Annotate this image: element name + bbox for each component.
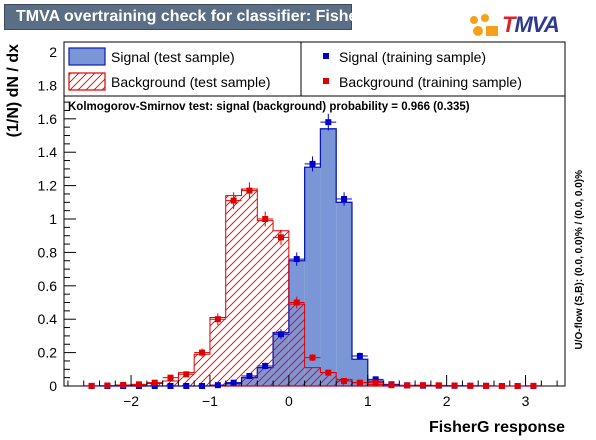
background-test-bar	[209, 317, 226, 386]
background-training-point	[257, 211, 274, 227]
signal-training-point	[241, 372, 258, 379]
y-tick-label: 1.2	[38, 178, 58, 194]
background-training-point	[241, 182, 258, 199]
background-test-bar	[241, 188, 258, 386]
background-test-bar	[257, 220, 274, 386]
signal-test-bar	[336, 202, 352, 386]
x-tick-label: 2	[443, 393, 451, 409]
y-tick-label: 0	[49, 378, 57, 394]
signal-training-point	[273, 329, 289, 340]
logo-dots-icon	[470, 14, 498, 36]
signal-training-point	[288, 252, 305, 266]
signal-training-point	[257, 362, 274, 370]
background-training-point	[178, 371, 195, 378]
background-training-point	[367, 379, 384, 386]
y-tick-label: 0.2	[38, 345, 58, 361]
background-training-point	[509, 383, 526, 389]
legend-swatch-background-test	[68, 72, 106, 91]
legend-label-signal-test: Signal (test sample)	[111, 49, 235, 65]
background-test-bar	[178, 372, 195, 386]
legend-label-background-test: Background (test sample)	[111, 74, 271, 90]
background-training-point	[493, 383, 510, 389]
background-training-point	[430, 382, 447, 389]
tmva-logo: TMVA	[466, 8, 566, 42]
background-training-point	[288, 296, 305, 309]
x-tick-label: 3	[522, 393, 530, 409]
background-test-bar	[273, 230, 289, 386]
y-tick-label: 1.4	[38, 144, 58, 160]
overflow-label: U/O-flow (S,B): (0.0, 0.0)% / (0.0, 0.0)…	[574, 170, 585, 350]
background-test-histogram	[83, 188, 542, 387]
background-training-point	[304, 354, 321, 361]
y-tick-label: 0.6	[38, 278, 58, 294]
legend-label-signal-training: Signal (training sample)	[339, 49, 486, 65]
y-tick-label: 2	[49, 44, 57, 60]
background-test-bar	[225, 195, 242, 386]
y-axis-label: (1/N) dN / dx	[5, 44, 22, 137]
background-training-point	[146, 379, 163, 386]
background-training-point	[462, 382, 479, 389]
logo-text: TMVA	[502, 12, 560, 37]
chart-title: TMVA overtraining check for classifier: …	[16, 8, 377, 25]
signal-training-point	[336, 192, 352, 206]
legend-marker-background-training	[323, 78, 329, 84]
x-axis-label: FisherG response	[429, 419, 565, 436]
background-training-point	[336, 377, 352, 384]
legend-label-background-training: Background (training sample)	[339, 74, 522, 90]
background-training-point	[525, 382, 542, 389]
y-tick-label: 0.4	[38, 311, 58, 327]
background-training-point	[383, 382, 400, 389]
background-training-point	[478, 382, 494, 389]
signal-test-bar	[320, 128, 337, 386]
background-training-point	[415, 382, 431, 389]
y-tick-label: 1.6	[38, 111, 58, 127]
background-training-point	[162, 374, 179, 381]
background-test-bar	[288, 304, 305, 386]
background-test-bar	[304, 367, 321, 386]
legend: Signal (test sample) Background (test sa…	[63, 41, 566, 97]
signal-training-point	[146, 383, 163, 389]
signal-test-bar	[304, 167, 321, 386]
x-tick-label: 1	[364, 393, 372, 409]
background-training-points	[83, 182, 542, 389]
legend-swatch-signal-test	[68, 47, 106, 66]
background-training-point	[351, 379, 368, 386]
signal-training-point	[178, 383, 195, 389]
background-training-point	[320, 369, 337, 376]
background-training-point	[99, 382, 116, 389]
background-training-point	[399, 382, 416, 389]
background-training-point	[209, 313, 226, 326]
signal-training-point	[304, 156, 321, 172]
background-test-bar	[320, 372, 337, 386]
x-axis: −2 −1 0 1 2 3	[67, 375, 558, 409]
signal-training-point	[209, 382, 226, 389]
signal-training-point	[225, 379, 242, 386]
legend-box-right	[300, 41, 566, 97]
background-training-point	[83, 382, 100, 389]
background-training-point	[115, 381, 132, 388]
signal-training-point	[320, 113, 337, 131]
ks-test-label: Kolmogorov-Smirnov test: signal (backgro…	[68, 101, 470, 113]
signal-training-point	[162, 383, 179, 389]
x-tick-label: −1	[202, 393, 218, 409]
x-tick-label: 0	[285, 393, 293, 409]
legend-marker-signal-training	[323, 53, 329, 59]
y-tick-label: 0.8	[38, 244, 58, 260]
background-training-point	[273, 229, 289, 245]
y-tick-label: 1	[49, 211, 57, 227]
signal-test-bar	[351, 359, 368, 386]
signal-training-point	[351, 352, 368, 360]
title-bar: TMVA overtraining check for classifier: …	[4, 4, 376, 30]
background-training-point	[225, 192, 242, 209]
background-training-point	[131, 381, 147, 388]
background-test-bar	[194, 354, 210, 386]
signal-training-point	[194, 383, 210, 389]
background-training-point	[194, 348, 210, 357]
y-tick-label: 1.8	[38, 77, 58, 93]
x-tick-label: −2	[123, 393, 139, 409]
background-training-point	[446, 382, 463, 389]
